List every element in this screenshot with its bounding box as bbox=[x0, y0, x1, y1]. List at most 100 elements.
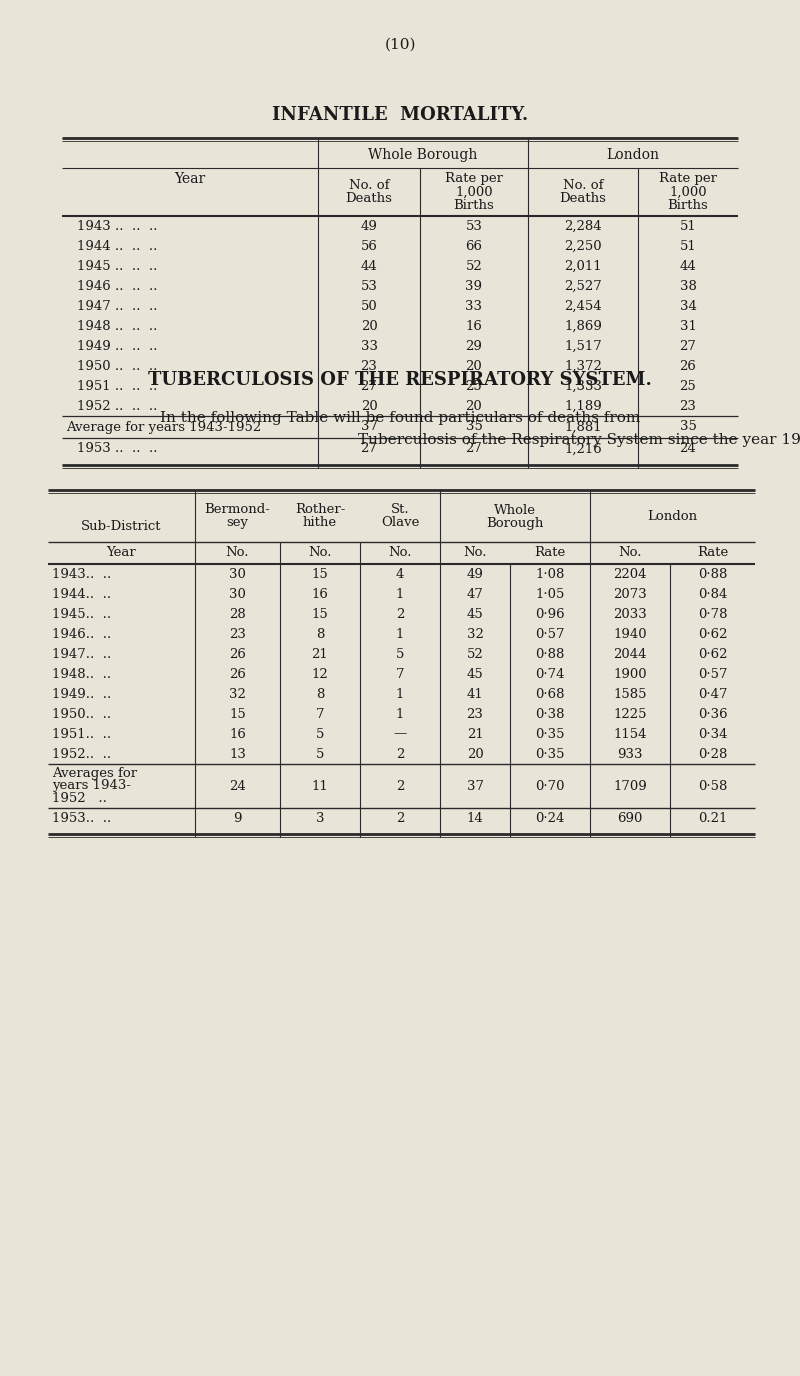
Text: 32: 32 bbox=[229, 688, 246, 700]
Text: 0·78: 0·78 bbox=[698, 607, 727, 621]
Text: 23: 23 bbox=[361, 359, 378, 373]
Text: No.: No. bbox=[618, 546, 642, 560]
Text: 1: 1 bbox=[396, 707, 404, 721]
Text: 39: 39 bbox=[466, 279, 482, 293]
Text: Borough: Borough bbox=[486, 517, 544, 531]
Text: 26: 26 bbox=[229, 648, 246, 660]
Text: 23: 23 bbox=[229, 627, 246, 640]
Text: 5: 5 bbox=[396, 648, 404, 660]
Text: 31: 31 bbox=[679, 319, 697, 333]
Text: 1·08: 1·08 bbox=[535, 567, 565, 581]
Text: 16: 16 bbox=[229, 728, 246, 740]
Text: 37: 37 bbox=[466, 779, 483, 793]
Text: 25: 25 bbox=[466, 380, 482, 392]
Text: 12: 12 bbox=[312, 667, 328, 681]
Text: 0·24: 0·24 bbox=[535, 812, 565, 826]
Text: Year: Year bbox=[174, 172, 206, 186]
Text: 4: 4 bbox=[396, 567, 404, 581]
Text: 2,454: 2,454 bbox=[564, 300, 602, 312]
Text: St.: St. bbox=[390, 504, 410, 516]
Text: 1: 1 bbox=[396, 627, 404, 640]
Text: 1,000: 1,000 bbox=[669, 186, 707, 198]
Text: Rother-: Rother- bbox=[295, 504, 345, 516]
Text: 21: 21 bbox=[466, 728, 483, 740]
Text: 51: 51 bbox=[680, 220, 696, 233]
Text: 15: 15 bbox=[312, 567, 328, 581]
Text: 1943..  ..: 1943.. .. bbox=[52, 567, 111, 581]
Text: 20: 20 bbox=[466, 359, 482, 373]
Text: sey: sey bbox=[226, 516, 249, 528]
Text: Sub-District: Sub-District bbox=[82, 520, 162, 534]
Text: 15: 15 bbox=[229, 707, 246, 721]
Text: 1951..  ..: 1951.. .. bbox=[52, 728, 111, 740]
Text: 0·88: 0·88 bbox=[535, 648, 565, 660]
Text: 35: 35 bbox=[679, 421, 697, 433]
Text: 49: 49 bbox=[361, 220, 378, 233]
Text: 1944..  ..: 1944.. .. bbox=[52, 588, 111, 600]
Text: 20: 20 bbox=[466, 399, 482, 413]
Text: 0·57: 0·57 bbox=[535, 627, 565, 640]
Text: 1225: 1225 bbox=[614, 707, 646, 721]
Text: 5: 5 bbox=[316, 747, 324, 761]
Text: 53: 53 bbox=[466, 220, 482, 233]
Text: 7: 7 bbox=[396, 667, 404, 681]
Text: 0·57: 0·57 bbox=[698, 667, 727, 681]
Text: 1,216: 1,216 bbox=[564, 443, 602, 455]
Text: 1·05: 1·05 bbox=[535, 588, 565, 600]
Text: No. of: No. of bbox=[562, 179, 603, 191]
Text: 45: 45 bbox=[466, 607, 483, 621]
Text: 0·62: 0·62 bbox=[698, 648, 727, 660]
Text: 50: 50 bbox=[361, 300, 378, 312]
Text: 2033: 2033 bbox=[613, 607, 647, 621]
Text: 2073: 2073 bbox=[613, 588, 647, 600]
Text: 1900: 1900 bbox=[613, 667, 647, 681]
Text: 1952   ..: 1952 .. bbox=[52, 793, 107, 805]
Text: 1,000: 1,000 bbox=[455, 186, 493, 198]
Text: 1948..  ..: 1948.. .. bbox=[52, 667, 111, 681]
Text: 0·28: 0·28 bbox=[698, 747, 727, 761]
Text: 2,527: 2,527 bbox=[564, 279, 602, 293]
Text: 1953 ..  ..  ..: 1953 .. .. .. bbox=[77, 443, 158, 455]
Text: 0·88: 0·88 bbox=[698, 567, 727, 581]
Text: 0·74: 0·74 bbox=[535, 667, 565, 681]
Text: 1947 ..  ..  ..: 1947 .. .. .. bbox=[77, 300, 158, 312]
Text: 16: 16 bbox=[311, 588, 329, 600]
Text: In the following Table will be found particulars of deaths from: In the following Table will be found par… bbox=[160, 411, 640, 425]
Text: 1940: 1940 bbox=[613, 627, 647, 640]
Text: No.: No. bbox=[463, 546, 486, 560]
Text: —: — bbox=[394, 728, 406, 740]
Text: 1: 1 bbox=[396, 688, 404, 700]
Text: TUBERCULOSIS OF THE RESPIRATORY SYSTEM.: TUBERCULOSIS OF THE RESPIRATORY SYSTEM. bbox=[148, 372, 652, 389]
Text: 8: 8 bbox=[316, 627, 324, 640]
Text: 20: 20 bbox=[466, 747, 483, 761]
Text: 16: 16 bbox=[466, 319, 482, 333]
Text: 45: 45 bbox=[466, 667, 483, 681]
Text: 30: 30 bbox=[229, 588, 246, 600]
Text: Average for years 1943-1952: Average for years 1943-1952 bbox=[66, 421, 262, 433]
Text: 44: 44 bbox=[680, 260, 696, 272]
Text: 1154: 1154 bbox=[614, 728, 646, 740]
Text: 47: 47 bbox=[466, 588, 483, 600]
Text: 1950 ..  ..  ..: 1950 .. .. .. bbox=[77, 359, 157, 373]
Text: Bermond-: Bermond- bbox=[205, 504, 270, 516]
Text: No.: No. bbox=[226, 546, 250, 560]
Text: 1951 ..  ..  ..: 1951 .. .. .. bbox=[77, 380, 157, 392]
Text: 38: 38 bbox=[679, 279, 697, 293]
Text: 5: 5 bbox=[316, 728, 324, 740]
Text: 0·47: 0·47 bbox=[698, 688, 727, 700]
Text: 2,284: 2,284 bbox=[564, 220, 602, 233]
Text: 44: 44 bbox=[361, 260, 378, 272]
Text: 2204: 2204 bbox=[614, 567, 646, 581]
Text: 1,881: 1,881 bbox=[564, 421, 602, 433]
Text: 20: 20 bbox=[361, 319, 378, 333]
Text: 34: 34 bbox=[679, 300, 697, 312]
Text: 1709: 1709 bbox=[613, 779, 647, 793]
Text: 27: 27 bbox=[361, 380, 378, 392]
Text: 1952 ..  ..  ..: 1952 .. .. .. bbox=[77, 399, 157, 413]
Text: 1,517: 1,517 bbox=[564, 340, 602, 352]
Text: 24: 24 bbox=[680, 443, 696, 455]
Text: Deaths: Deaths bbox=[559, 193, 606, 205]
Text: 32: 32 bbox=[466, 627, 483, 640]
Text: 1946 ..  ..  ..: 1946 .. .. .. bbox=[77, 279, 158, 293]
Text: 27: 27 bbox=[466, 443, 482, 455]
